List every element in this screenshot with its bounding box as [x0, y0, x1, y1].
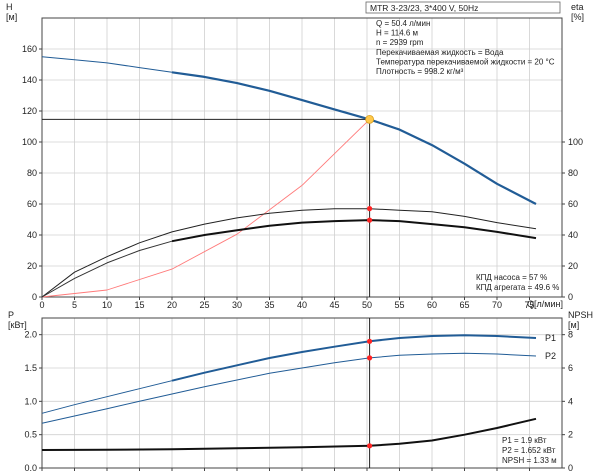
top-xtick-label-0: 0	[39, 300, 44, 310]
efficiency-text-line-1: КПД агрегата = 49.6 %	[476, 283, 559, 292]
top-xtick-label-5: 5	[72, 300, 77, 310]
top-y2tick-label-1: 20	[568, 261, 578, 271]
operating-point-line-5: Плотность = 998.2 кг/м³	[376, 67, 464, 76]
bottom-marker-1	[367, 355, 373, 361]
bottom-marker-2	[367, 443, 373, 449]
top-xtick-label-35: 35	[264, 300, 274, 310]
bottom-y2tick-label-4: 8	[568, 330, 573, 340]
top-ytick-label-5: 100	[22, 137, 37, 147]
top-ytick-label-2: 40	[27, 230, 37, 240]
top-xtick-label-20: 20	[167, 300, 177, 310]
top-series-кпд-агрегата-main	[171, 219, 537, 243]
series-label-p2: P2	[545, 351, 556, 361]
operating-point-line-3: Перекачиваемая жидкость = Вода	[376, 48, 504, 57]
power-text-line-0: P1 = 1.9 кВт	[502, 436, 547, 445]
top-y2tick-label-4: 80	[568, 168, 578, 178]
top-xtick-label-55: 55	[394, 300, 404, 310]
bottom-series-p1	[171, 334, 537, 382]
top-xtick-label-10: 10	[102, 300, 112, 310]
bottom-ylabel-unit: [кВт]	[8, 320, 27, 330]
bottom-ytick-label-0: 0.0	[24, 463, 37, 473]
top-series-h-low-flow	[41, 56, 173, 73]
header-title-box	[365, 1, 561, 14]
bottom-y2label-symbol: NPSH	[568, 310, 593, 320]
top-plot-frame	[41, 17, 563, 298]
bottom-y2tick-label-0: 0	[568, 463, 573, 473]
top-series-кпд-насоса	[41, 208, 537, 298]
top-y2tick-label-0: 0	[568, 292, 573, 302]
bottom-marker-0	[367, 338, 373, 344]
bottom-ytick-label-2: 1.0	[24, 396, 37, 406]
top-xtick-label-75: 75	[524, 300, 534, 310]
top-xtick-label-60: 60	[427, 300, 437, 310]
bottom-series-p1-low-flow	[41, 380, 173, 414]
bottom-series-p2	[41, 352, 537, 424]
top-ytick-label-7: 140	[22, 75, 37, 85]
top-y2label-unit: [%]	[571, 12, 584, 22]
bottom-y2tick-label-2: 4	[568, 396, 573, 406]
top-y2tick-label-5: 100	[568, 137, 583, 147]
top-ytick-label-6: 120	[22, 106, 37, 116]
bottom-y2tick-label-1: 2	[568, 430, 573, 440]
top-xtick-label-65: 65	[459, 300, 469, 310]
operating-point-line-1: H = 114.6 м	[376, 29, 418, 38]
top-ylabel-unit: [м]	[6, 12, 17, 22]
top-marker-1	[367, 217, 373, 223]
efficiency-text-line-0: КПД насоса = 57 %	[476, 273, 547, 282]
series-label-p1: P1	[545, 333, 556, 343]
bottom-ylabel-symbol: P	[8, 310, 14, 320]
top-ytick-label-1: 20	[27, 261, 37, 271]
top-series-system	[41, 119, 370, 298]
top-xlabel-q: Q	[527, 299, 534, 309]
top-series-кпд-агрегата	[41, 240, 173, 298]
top-y2tick-label-3: 60	[568, 199, 578, 209]
top-ytick-label-0: 0	[32, 292, 37, 302]
top-ytick-label-3: 60	[27, 199, 37, 209]
top-xtick-label-25: 25	[199, 300, 209, 310]
top-xtick-label-40: 40	[297, 300, 307, 310]
power-text-line-1: P2 = 1.652 кВт	[502, 446, 556, 455]
top-xtick-label-50: 50	[362, 300, 372, 310]
top-series-h	[171, 71, 537, 205]
top-y2tick-label-2: 40	[568, 230, 578, 240]
top-xtick-label-70: 70	[492, 300, 502, 310]
top-ytick-label-8: 160	[22, 44, 37, 54]
power-text-line-2: NPSH = 1.33 м	[502, 456, 557, 465]
top-xtick-label-30: 30	[232, 300, 242, 310]
bottom-y2tick-label-3: 6	[568, 363, 573, 373]
operating-point-line-4: Температура перекачиваемой жидкости = 20…	[376, 57, 555, 66]
top-marker-0	[367, 206, 373, 212]
bottom-ytick-label-4: 2.0	[24, 330, 37, 340]
bottom-ytick-label-1: 0.5	[24, 430, 37, 440]
header-title: MTR 3-23/23, 3*400 V, 50Hz	[370, 3, 478, 13]
top-xtick-label-45: 45	[329, 300, 339, 310]
operating-point-line-2: n = 2939 rpm	[376, 38, 424, 47]
bottom-plot-frame	[41, 317, 563, 469]
top-ytick-label-4: 80	[27, 168, 37, 178]
duty-point-marker	[365, 114, 375, 124]
bottom-ytick-label-3: 1.5	[24, 363, 37, 373]
top-xtick-label-15: 15	[134, 300, 144, 310]
operating-point-line-0: Q = 50.4 л/мин	[376, 19, 430, 28]
top-y2label-symbol: eta	[571, 2, 584, 12]
top-ylabel-symbol: H	[6, 2, 13, 12]
top-xlabel-unit: [л/мин]	[534, 299, 563, 309]
bottom-y2label-unit: [м]	[568, 320, 579, 330]
